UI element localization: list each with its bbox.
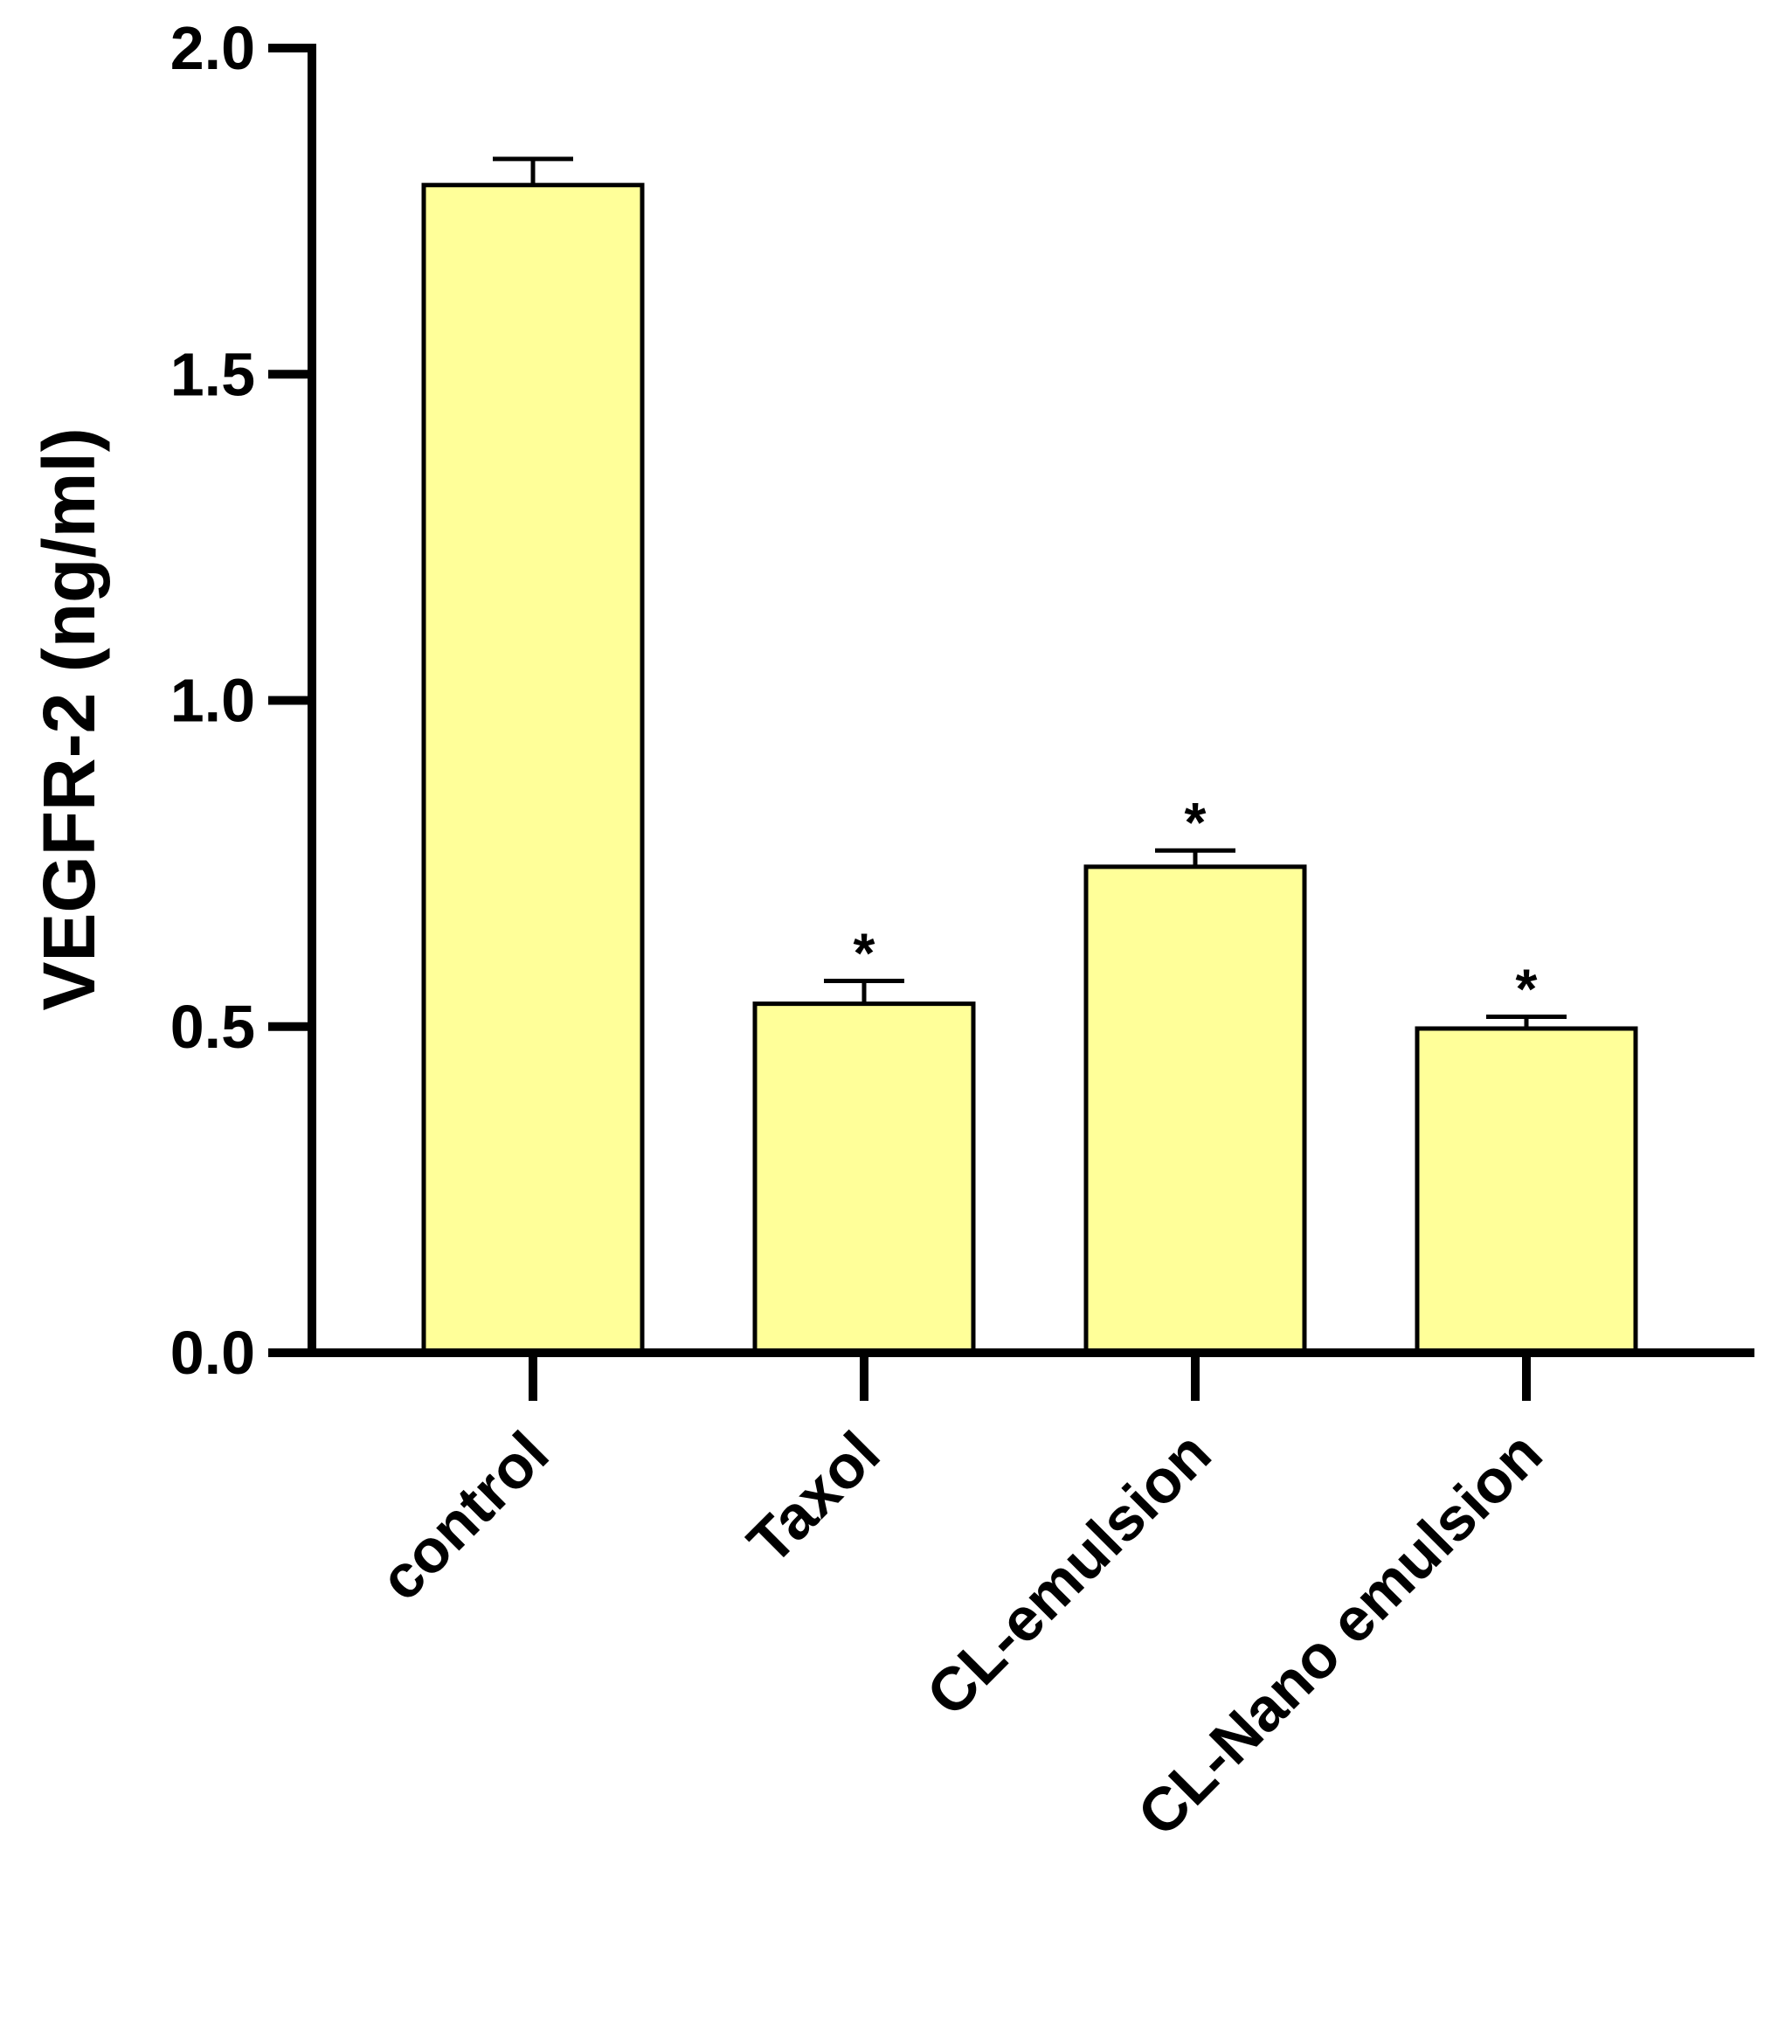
significance-markers-group: * * * [854,791,1538,1020]
y-ticks-group: 0.0 0.5 1.0 1.5 2.0 [170,14,312,1387]
y-tick-label-0: 0.0 [170,1319,255,1387]
bar-taxol [752,1001,976,1355]
bar-cl-emulsion [1083,864,1307,1355]
y-axis-label: VEGFR-2 (ng/ml) [28,427,110,1010]
x-tick-label-control: control [367,1418,562,1613]
significance-marker-cl-emulsion: * [1185,791,1207,854]
y-tick-label-2: 1.0 [170,667,255,735]
y-tick-label-4: 2.0 [170,14,255,82]
y-tick-label-1: 0.5 [170,993,255,1061]
significance-marker-cl-nano-emulsion: * [1516,958,1538,1021]
bar-cl-nano-emulsion [1415,1026,1638,1355]
significance-marker-taxol: * [854,921,875,984]
bar-control [421,183,645,1355]
x-tick-label-taxol: Taxol [735,1418,893,1576]
y-tick-label-3: 1.5 [170,340,255,408]
bars-group [421,183,1638,1355]
x-tick-label-cl-emulsion: CL-emulsion [914,1418,1224,1729]
error-bars-group [493,156,1567,1029]
